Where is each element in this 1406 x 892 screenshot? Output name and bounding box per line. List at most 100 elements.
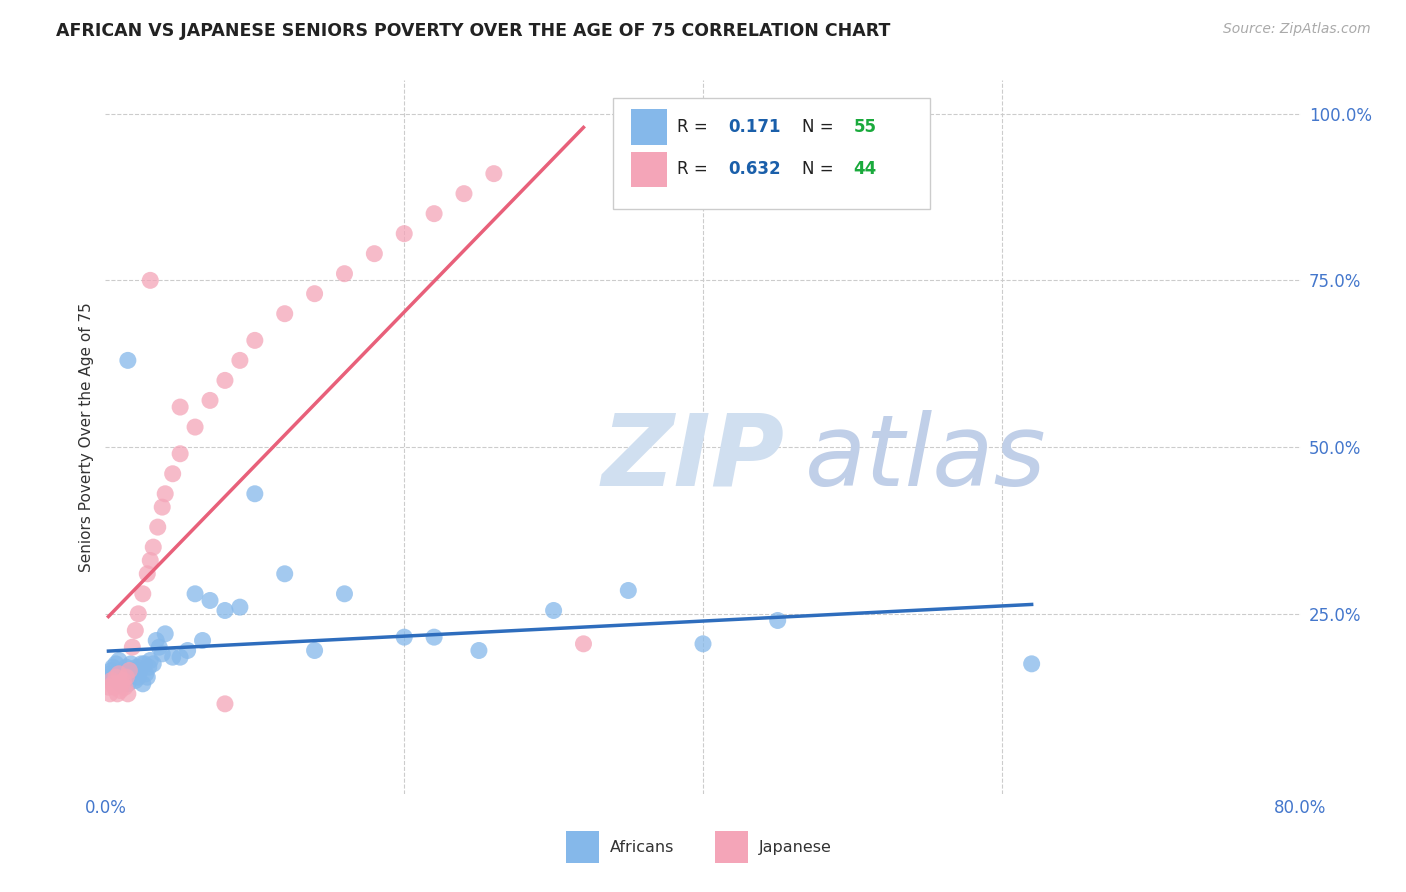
Point xyxy=(150,647,173,661)
Point xyxy=(363,246,385,260)
Point xyxy=(117,687,139,701)
Point xyxy=(104,657,127,671)
Point xyxy=(692,637,714,651)
Point xyxy=(122,664,145,678)
Point xyxy=(108,653,131,667)
Point xyxy=(121,640,143,655)
Point xyxy=(138,660,160,674)
Point xyxy=(129,657,153,671)
Text: atlas: atlas xyxy=(804,410,1046,507)
Point xyxy=(136,670,159,684)
Point xyxy=(766,614,789,628)
Bar xyxy=(716,831,748,863)
Point xyxy=(162,467,184,481)
Y-axis label: Seniors Poverty Over the Age of 75: Seniors Poverty Over the Age of 75 xyxy=(79,302,94,572)
Point xyxy=(229,600,252,615)
Text: N =: N = xyxy=(803,118,839,136)
Point xyxy=(103,680,125,694)
Point xyxy=(125,660,148,674)
Point xyxy=(214,697,236,711)
Point xyxy=(176,643,198,657)
Point xyxy=(103,670,125,684)
FancyBboxPatch shape xyxy=(613,98,931,209)
Point xyxy=(111,677,134,691)
Point xyxy=(453,186,475,201)
Point xyxy=(107,687,129,701)
Point xyxy=(132,587,155,601)
Point xyxy=(135,666,157,681)
Point xyxy=(142,657,165,671)
Point xyxy=(617,583,640,598)
Point xyxy=(98,687,121,701)
Point xyxy=(127,670,149,684)
Point xyxy=(111,666,134,681)
Text: ZIP: ZIP xyxy=(602,410,785,507)
Point xyxy=(118,664,141,678)
Point xyxy=(97,680,120,694)
Point xyxy=(97,670,120,684)
Point xyxy=(304,286,326,301)
Point xyxy=(100,673,122,688)
Point xyxy=(124,673,146,688)
Point xyxy=(155,627,177,641)
Point xyxy=(169,447,191,461)
Point xyxy=(148,640,170,655)
Point xyxy=(104,670,127,684)
Point xyxy=(572,637,595,651)
Point xyxy=(423,207,446,221)
Point xyxy=(124,624,146,638)
Point xyxy=(128,664,150,678)
Point xyxy=(1021,657,1043,671)
Point xyxy=(101,677,124,691)
Text: N =: N = xyxy=(803,161,839,178)
Point xyxy=(100,664,122,678)
Point xyxy=(136,566,159,581)
Point xyxy=(118,670,141,684)
Text: 0.632: 0.632 xyxy=(728,161,780,178)
Point xyxy=(162,650,184,665)
Bar xyxy=(631,109,666,145)
Bar xyxy=(565,831,599,863)
Point xyxy=(229,353,252,368)
Point xyxy=(145,633,167,648)
Point xyxy=(142,540,165,554)
Point xyxy=(333,587,356,601)
Text: Africans: Africans xyxy=(610,840,673,855)
Point xyxy=(394,227,416,241)
Point xyxy=(169,650,191,665)
Point xyxy=(184,420,207,434)
Point xyxy=(112,664,135,678)
Point xyxy=(243,487,266,501)
Point xyxy=(121,666,143,681)
Point xyxy=(155,487,177,501)
Text: R =: R = xyxy=(676,118,713,136)
Point xyxy=(115,660,138,674)
Point xyxy=(108,666,131,681)
Point xyxy=(127,607,149,621)
Point xyxy=(150,500,173,515)
Point xyxy=(243,334,266,348)
Point xyxy=(134,657,156,671)
Point xyxy=(191,633,214,648)
Point xyxy=(169,400,191,414)
Point xyxy=(214,603,236,617)
Point xyxy=(132,677,155,691)
Point xyxy=(107,673,129,688)
Point xyxy=(98,666,121,681)
Point xyxy=(139,553,162,567)
Text: 0.171: 0.171 xyxy=(728,118,780,136)
Text: 55: 55 xyxy=(853,118,876,136)
Point xyxy=(115,670,138,684)
Point xyxy=(114,670,136,684)
Bar xyxy=(631,152,666,187)
Point xyxy=(120,657,142,671)
Point xyxy=(333,267,356,281)
Point xyxy=(110,683,132,698)
Point xyxy=(101,660,124,674)
Point xyxy=(114,680,136,694)
Text: R =: R = xyxy=(676,161,713,178)
Point xyxy=(112,673,135,688)
Text: Japanese: Japanese xyxy=(759,840,832,855)
Text: AFRICAN VS JAPANESE SENIORS POVERTY OVER THE AGE OF 75 CORRELATION CHART: AFRICAN VS JAPANESE SENIORS POVERTY OVER… xyxy=(56,22,890,40)
Point xyxy=(139,653,162,667)
